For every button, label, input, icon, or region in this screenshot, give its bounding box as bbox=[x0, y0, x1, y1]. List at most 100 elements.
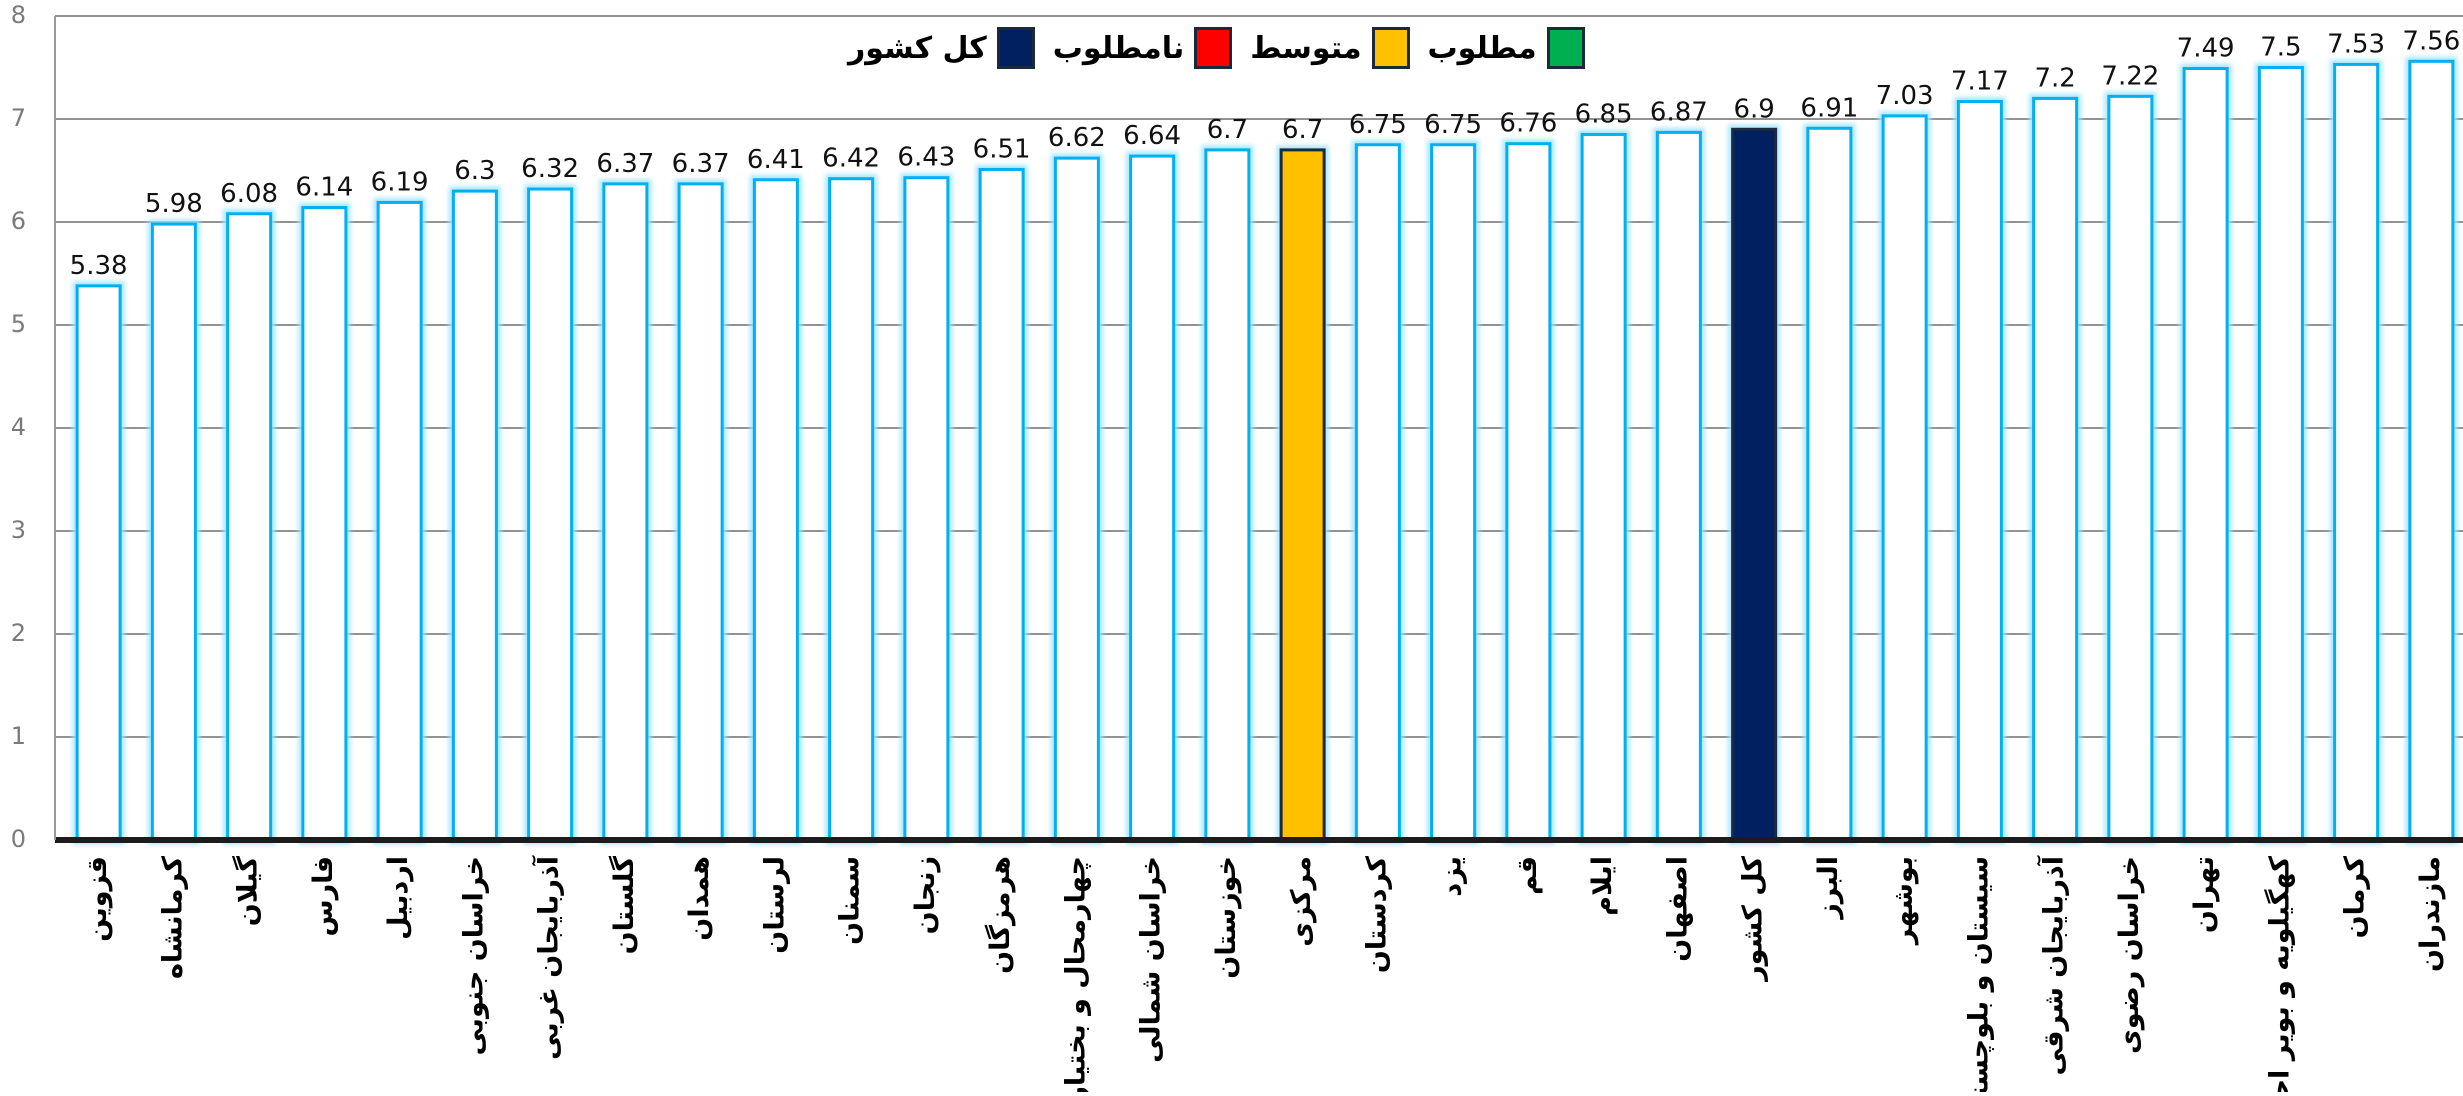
bar bbox=[1502, 139, 1555, 845]
value-label: 7.53 bbox=[2327, 29, 2385, 59]
bar-body bbox=[226, 212, 273, 842]
value-label: 6.3 bbox=[454, 156, 495, 186]
category-label: کل کشور bbox=[1738, 856, 1769, 983]
value-label: 7.56 bbox=[2402, 26, 2460, 56]
bar bbox=[2179, 64, 2232, 845]
bar-body bbox=[1129, 154, 1176, 842]
bar bbox=[2029, 93, 2082, 845]
bar-body bbox=[150, 222, 197, 842]
y-tick-label: 5 bbox=[11, 310, 26, 338]
bar-body bbox=[2408, 59, 2455, 842]
bar bbox=[1351, 140, 1404, 845]
category-label: لرستان bbox=[759, 856, 790, 954]
bar-body bbox=[2032, 96, 2079, 842]
value-label: 6.37 bbox=[672, 149, 730, 179]
value-label: 7.49 bbox=[2177, 34, 2235, 64]
bar bbox=[72, 281, 125, 845]
category-label: همدان bbox=[684, 856, 715, 941]
value-label: 6.62 bbox=[1048, 123, 1106, 153]
category-label: کردستان bbox=[1361, 856, 1392, 973]
bar-body bbox=[1430, 143, 1477, 842]
category-label: خوزستان bbox=[1211, 856, 1242, 979]
category-label: قم bbox=[1512, 856, 1543, 895]
value-label: 6.64 bbox=[1123, 121, 1181, 151]
bar-body bbox=[1354, 143, 1401, 842]
bar-body bbox=[1731, 127, 1778, 842]
bar bbox=[599, 179, 652, 845]
category-label: زنجان bbox=[910, 856, 941, 934]
bar-body bbox=[2257, 66, 2304, 842]
bar-body bbox=[376, 200, 423, 842]
bar-body bbox=[677, 182, 724, 842]
bar bbox=[1276, 145, 1329, 845]
bar bbox=[749, 175, 802, 845]
category-label: آذربایجان غربی bbox=[532, 855, 565, 1060]
category-label: ایلام bbox=[1587, 856, 1618, 916]
bar bbox=[1427, 140, 1480, 845]
legend-swatch-desirable bbox=[1546, 27, 1585, 69]
bar bbox=[1728, 124, 1781, 845]
category-label: یزد bbox=[1437, 856, 1468, 897]
category-label: خراسان رضوی bbox=[2114, 856, 2145, 1054]
bar bbox=[1050, 153, 1103, 845]
category-label: خراسان جنوبی bbox=[458, 856, 489, 1056]
category-labels: قزوین کرمانشاه گیلان فارس اردبیل خراسان جنوبی… bbox=[82, 855, 2446, 1096]
bar bbox=[373, 197, 426, 845]
bar bbox=[298, 203, 351, 845]
y-tick-label: 6 bbox=[11, 207, 26, 235]
bar bbox=[1201, 145, 1254, 845]
bar bbox=[975, 164, 1028, 845]
y-tick-label: 4 bbox=[11, 413, 26, 441]
category-label: البرز bbox=[1813, 856, 1844, 921]
category-label: مرکزی bbox=[1286, 856, 1317, 947]
value-label: 6.43 bbox=[897, 143, 955, 173]
value-label: 7.17 bbox=[1951, 66, 2009, 96]
bar bbox=[1577, 129, 1630, 845]
bar bbox=[448, 186, 501, 845]
category-label: خراسان شمالی bbox=[1136, 856, 1167, 1063]
value-label: 6.7 bbox=[1207, 115, 1248, 145]
legend: مطلوب متوسط نامطلوب کل کشور bbox=[848, 24, 1585, 72]
bars bbox=[72, 56, 2458, 845]
axes bbox=[54, 16, 2463, 843]
bar bbox=[147, 219, 200, 845]
bar-body bbox=[1580, 132, 1627, 842]
bar bbox=[1652, 127, 1705, 845]
category-label: گلستان bbox=[608, 856, 640, 955]
value-label: 6.7 bbox=[1282, 115, 1323, 145]
legend-item-average: متوسط bbox=[1250, 27, 1410, 69]
bar-body bbox=[1505, 142, 1552, 842]
value-label: 6.14 bbox=[295, 173, 353, 203]
value-label: 5.38 bbox=[70, 251, 128, 281]
bar bbox=[2405, 56, 2458, 845]
legend-label-undesirable: نامطلوب bbox=[1052, 30, 1185, 66]
value-label: 6.75 bbox=[1424, 110, 1482, 140]
value-label: 6.41 bbox=[747, 145, 805, 175]
value-label: 7.03 bbox=[1876, 81, 1934, 111]
bar-body bbox=[527, 187, 574, 842]
legend-swatch-undesirable bbox=[1194, 27, 1233, 69]
category-label: گیلان bbox=[232, 856, 264, 927]
bar-body bbox=[828, 177, 875, 842]
value-label: 6.32 bbox=[521, 154, 579, 184]
category-label: سیستان و بلوچستان bbox=[1963, 856, 1994, 1092]
value-label: 5.98 bbox=[145, 189, 203, 219]
bar-body bbox=[1655, 130, 1702, 842]
category-label: اردبیل bbox=[383, 856, 414, 940]
bar-body bbox=[1204, 148, 1251, 842]
bar bbox=[2254, 63, 2307, 845]
bar bbox=[524, 184, 577, 845]
bar bbox=[1803, 123, 1856, 845]
y-axis-ticks: 0 1 2 3 4 5 6 7 8 bbox=[11, 1, 26, 853]
category-label: کهگیلویه و بویر احمد bbox=[2263, 856, 2295, 1092]
legend-item-undesirable: نامطلوب bbox=[1053, 27, 1233, 69]
bar-body bbox=[2107, 94, 2154, 842]
bar-body bbox=[1053, 156, 1100, 842]
category-label: قزوین bbox=[82, 856, 113, 942]
value-label: 6.37 bbox=[596, 149, 654, 179]
y-tick-label: 2 bbox=[11, 619, 26, 647]
bar-body bbox=[2333, 62, 2380, 842]
value-label: 7.22 bbox=[2101, 61, 2159, 91]
